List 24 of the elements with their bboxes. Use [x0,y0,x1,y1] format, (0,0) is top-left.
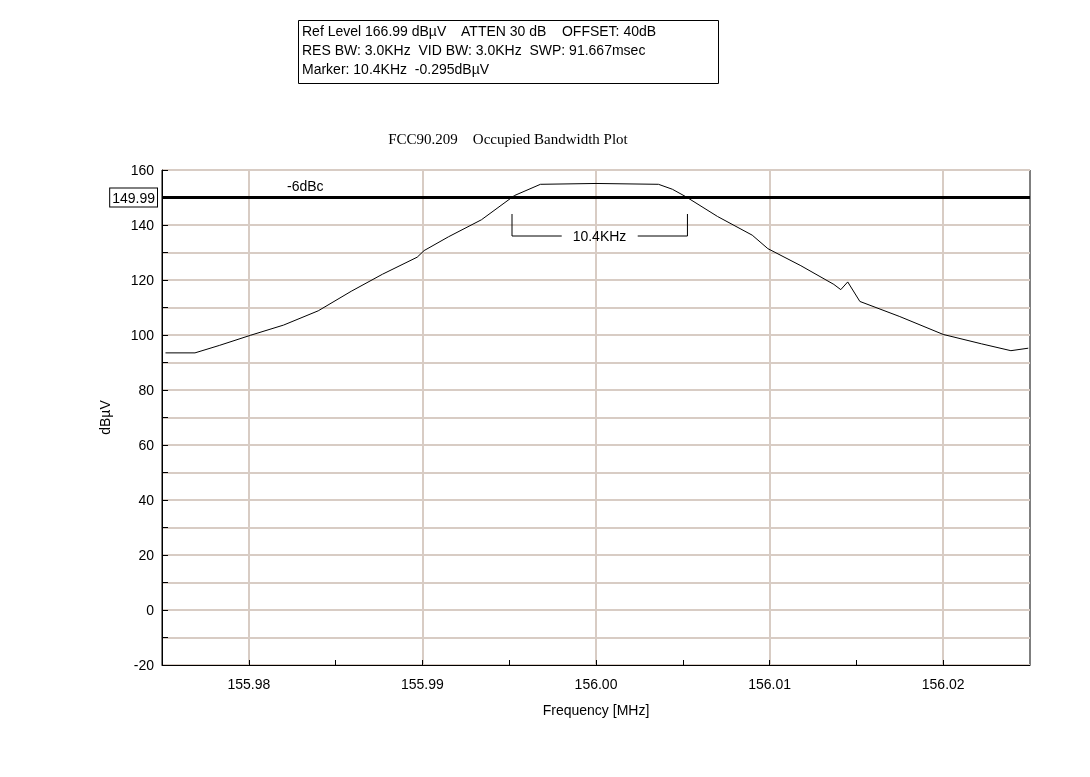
y-tick-label: 20 [138,547,155,563]
text: RES BW: 3.0KHz VID BW: 3.0KHz SWP: 91.667msec [302,42,646,58]
text: Marker: 10.4KHz -0.295dBµV [302,61,490,77]
x-tick-label: 155.98 [227,676,271,692]
y-tick-label: 60 [138,437,155,453]
chart-title: FCC90.209 Occupied Bandwidth Plot [388,130,629,147]
y-tick-label: 80 [138,382,155,398]
x-tick-label: 155.99 [400,676,445,692]
x-axis-title: Frequency [MHz] [542,702,650,718]
x-tick-label: 156.02 [921,676,965,692]
y-axis-title: dBµV [97,399,113,435]
y-tick-label: 100 [130,327,155,343]
y-tick-label: 40 [138,492,155,508]
annotation: -6dBc [287,177,324,194]
x-tick-label: 156.01 [748,676,792,692]
y-tick-label: 140 [130,217,155,233]
y-tick-label: 0 [146,602,155,618]
y-tick-label: 160 [130,162,155,178]
x-tick-label: 156.00 [574,676,618,692]
annotation: 10.4KHz [572,227,627,244]
ref-line-label: 149.99 [112,189,156,206]
y-tick-label: -20 [133,657,155,673]
y-tick-label: 120 [130,272,155,288]
text: Ref Level 166.99 dBµV ATTEN 30 dB OFFSET: 40dB [302,23,657,39]
